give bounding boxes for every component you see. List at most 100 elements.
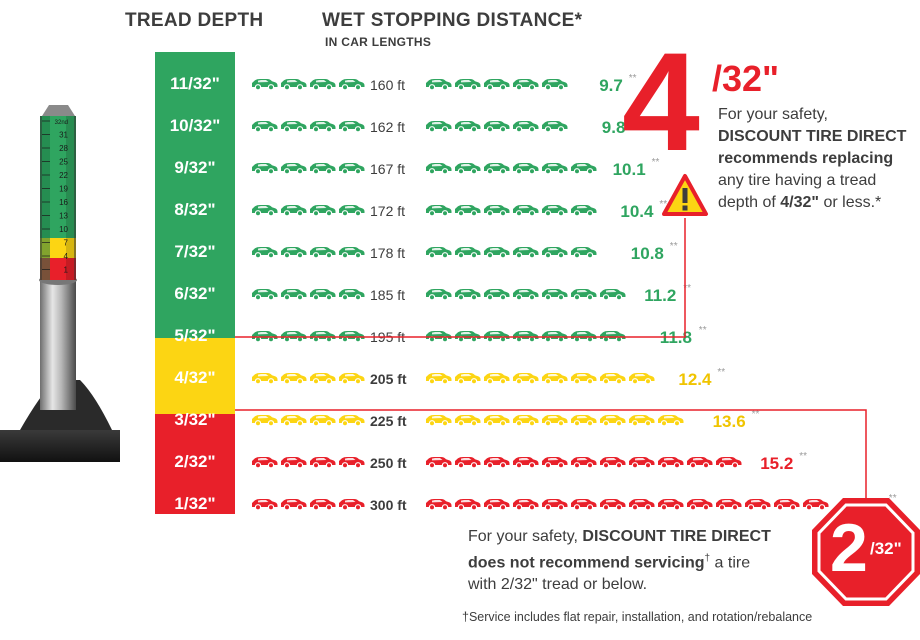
car-length-mark	[426, 79, 452, 91]
car-length-mark	[571, 205, 597, 217]
car-lengths-value: 11.2	[644, 286, 676, 305]
car-length-mark	[252, 247, 278, 259]
car-length-mark	[600, 499, 626, 511]
car-length-mark	[571, 415, 597, 427]
car-length-mark	[600, 373, 626, 385]
callout-4-brand: DISCOUNT TIRE DIRECT	[718, 128, 907, 145]
callout-4-text: For your safety, DISCOUNT TIRE DIRECT re…	[718, 104, 918, 214]
footnote-mark: **	[752, 409, 760, 420]
car-length-mark	[310, 205, 336, 217]
tread-depth-label: 11/32"	[170, 74, 220, 93]
car-length-mark	[310, 373, 336, 385]
car-length-mark	[484, 163, 510, 175]
gauge-scale-label: 10	[59, 225, 68, 234]
tread-depth-label: 4/32"	[174, 368, 216, 387]
car-length-mark	[252, 121, 278, 133]
car-length-mark	[513, 457, 539, 469]
car-length-mark	[542, 163, 568, 175]
callout-4-line4: depth of 4/32" or less.*	[718, 192, 918, 214]
car-length-mark	[629, 457, 655, 469]
car-length-mark	[252, 163, 278, 175]
distance-feet-label: 178 ft	[370, 245, 405, 261]
gauge-scale-label: 1	[64, 266, 69, 275]
distance-feet-label: 300 ft	[370, 497, 407, 513]
distance-feet-label: 185 ft	[370, 287, 405, 303]
callout-4-line3: any tire having a tread	[718, 172, 877, 189]
callout-2-line2b: a tire	[710, 554, 751, 572]
car-length-mark	[513, 163, 539, 175]
tread-depth-label: 5/32"	[174, 326, 216, 345]
car-length-mark	[629, 499, 655, 511]
car-length-mark	[600, 415, 626, 427]
car-length-mark	[339, 121, 365, 133]
car-length-mark	[339, 373, 365, 385]
car-length-mark	[252, 499, 278, 511]
callout-2-line1: For your safety, DISCOUNT TIRE DIRECT	[468, 526, 813, 548]
tread-depth-label: 7/32"	[174, 242, 216, 261]
car-length-mark	[513, 415, 539, 427]
car-length-mark	[310, 289, 336, 301]
car-length-mark	[745, 499, 771, 511]
car-length-mark	[455, 163, 481, 175]
tread-depth-label: 3/32"	[174, 410, 216, 429]
gauge-scale-label: 31	[59, 131, 68, 140]
car-length-mark	[542, 457, 568, 469]
car-length-mark	[339, 415, 365, 427]
gauge-scale-label: 16	[59, 198, 68, 207]
car-length-mark	[252, 373, 278, 385]
car-length-mark	[542, 121, 568, 133]
tread-depth-label: 9/32"	[174, 158, 216, 177]
footnote-mark: **	[629, 73, 637, 84]
car-length-mark	[281, 79, 307, 91]
car-length-mark	[426, 373, 452, 385]
stop-sign-unit: /32"	[870, 539, 902, 558]
car-length-mark	[716, 499, 742, 511]
car-length-mark	[513, 79, 539, 91]
car-lengths-value: 10.1	[613, 160, 646, 179]
car-length-mark	[455, 457, 481, 469]
car-length-mark	[339, 499, 365, 511]
car-length-mark	[484, 289, 510, 301]
car-length-mark	[455, 121, 481, 133]
car-length-mark	[426, 247, 452, 259]
distance-feet-label: 162 ft	[370, 119, 405, 135]
car-length-mark	[571, 247, 597, 259]
callout-4-line2: recommends replacing	[718, 150, 894, 167]
callout-2-line3: with 2/32" tread or below.	[468, 576, 648, 594]
gauge-scale-label: 4	[64, 252, 69, 261]
callout-4-line1: For your safety,	[718, 106, 828, 123]
car-lengths-value: 9.8	[602, 118, 626, 137]
car-length-mark	[658, 415, 684, 427]
red-zone-band	[155, 414, 235, 514]
footnote-mark: **	[659, 199, 667, 210]
callout-2-dagger: †	[704, 553, 711, 564]
car-length-mark	[542, 79, 568, 91]
car-length-mark	[571, 457, 597, 469]
car-length-mark	[455, 205, 481, 217]
car-length-mark	[571, 289, 597, 301]
callout-2-line2a: does not recommend servicing	[468, 554, 705, 572]
car-length-mark	[484, 121, 510, 133]
car-length-mark	[310, 499, 336, 511]
car-length-mark	[281, 457, 307, 469]
car-length-mark	[542, 247, 568, 259]
footnote-mark: **	[652, 157, 660, 168]
footnote-mark: **	[631, 115, 639, 126]
footnote-mark: **	[699, 325, 707, 336]
callout-4-line4a: depth of	[718, 194, 781, 211]
car-length-mark	[484, 457, 510, 469]
car-length-mark	[310, 247, 336, 259]
gauge-scale-label: 19	[59, 185, 68, 194]
footnote-mark: **	[889, 493, 897, 504]
car-length-mark	[658, 499, 684, 511]
car-length-mark	[455, 499, 481, 511]
car-length-mark	[542, 415, 568, 427]
car-length-mark	[310, 163, 336, 175]
car-length-mark	[426, 163, 452, 175]
callout-2-line2: does not recommend servicing† a tire	[468, 548, 813, 574]
car-length-mark	[310, 457, 336, 469]
car-length-mark	[455, 373, 481, 385]
callout-2-line1a: For your safety,	[468, 528, 583, 545]
car-length-mark	[600, 457, 626, 469]
